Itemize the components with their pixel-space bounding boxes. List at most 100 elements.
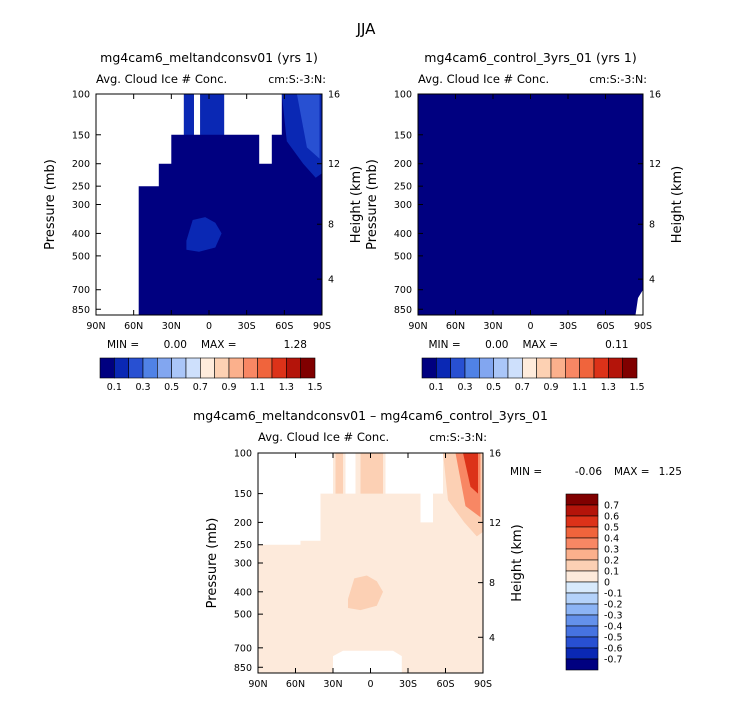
colorbar: 0.1 0.3 0.5 0.7 0.9 1.1 1.3 1.5 — [99, 357, 323, 393]
y-tick-label-right: 4 — [649, 275, 655, 286]
colorbar-swatch — [99, 357, 115, 379]
panel-subtitle-variable: Avg. Cloud Ice # Conc. — [96, 72, 227, 86]
colorbar-swatch — [185, 357, 201, 379]
y-tick-label: 500 — [394, 251, 412, 262]
colorbar-swatch — [464, 357, 480, 379]
x-tick-label: 60S — [436, 679, 454, 690]
colorbar-swatch — [565, 625, 599, 638]
x-tick-label: 90N — [86, 321, 105, 332]
colorbar-swatch — [243, 357, 258, 379]
colorbar-swatch — [450, 357, 466, 379]
y-axis-label-right: Height (km) — [349, 166, 364, 243]
panel-subtitle-variable: Avg. Cloud Ice # Conc. — [258, 430, 389, 444]
y-tick-label: 300 — [72, 200, 90, 211]
panel-title: mg4cam6_control_3yrs_01 (yrs 1) — [424, 50, 636, 65]
panel-title: mg4cam6_meltandconsv01 (yrs 1) — [100, 50, 318, 65]
panel-panel1: mg4cam6_meltandconsv01 (yrs 1) Avg. Cloud… — [43, 50, 364, 393]
contour-fields — [138, 94, 322, 315]
colorbar-label: 0.3 — [457, 382, 472, 393]
colorbar-swatch — [565, 357, 580, 379]
y-tick-label-right: 12 — [649, 159, 661, 170]
y-tick-label-right: 16 — [328, 90, 340, 101]
colorbar-swatch — [579, 357, 595, 379]
y-tick-label: 400 — [394, 229, 412, 240]
contour-region — [258, 453, 483, 673]
colorbar-label: 0.6 — [604, 512, 619, 523]
colorbar-label: 0.4 — [604, 534, 619, 545]
colorbar-swatch — [565, 515, 599, 528]
colorbar-label: 0.9 — [543, 382, 558, 393]
x-tick-label: 90N — [248, 679, 267, 690]
colorbar-label: 0.1 — [429, 382, 444, 393]
colorbar-label: 0.3 — [135, 382, 150, 393]
panel-subtitle-units: cm:S:-3:N: — [429, 431, 487, 444]
y-tick-label: 850 — [234, 663, 252, 674]
colorbar: 0.70.60.50.40.30.20.10-0.1-0.2-0.3-0.4-0… — [565, 493, 623, 671]
colorbar-swatch — [171, 357, 187, 379]
y-tick-label: 150 — [72, 130, 90, 141]
x-tick-label: 90S — [634, 321, 652, 332]
colorbar-swatch — [157, 357, 172, 379]
colorbar-label: 0.7 — [515, 382, 530, 393]
y-tick-label: 400 — [234, 587, 252, 598]
colorbar-label: 0.7 — [193, 382, 208, 393]
contour-fields — [418, 94, 643, 315]
x-tick-label: 60S — [596, 321, 614, 332]
contour-fields — [258, 453, 483, 673]
max-label: MAX = — [201, 339, 237, 351]
colorbar-swatch — [257, 357, 273, 379]
colorbar-label: -0.5 — [604, 633, 623, 644]
y-tick-label-right: 16 — [489, 449, 501, 460]
colorbar-label: 1.3 — [279, 382, 294, 393]
contour-region — [183, 94, 194, 135]
y-tick-label: 150 — [234, 489, 252, 500]
panel-subtitle-units: cm:S:-3:N: — [268, 73, 326, 86]
colorbar-swatch — [565, 504, 599, 517]
colorbar-swatch — [214, 357, 230, 379]
colorbar-label: -0.4 — [604, 622, 623, 633]
colorbar-swatch — [200, 357, 215, 379]
x-tick-label: 90S — [313, 321, 331, 332]
colorbar-swatch — [565, 592, 599, 605]
colorbar-swatch — [436, 357, 451, 379]
colorbar-label: -0.1 — [604, 589, 623, 600]
x-tick-label: 0 — [367, 679, 373, 690]
y-tick-label-right: 8 — [489, 578, 495, 589]
colorbar-label: 0.5 — [604, 523, 619, 534]
x-tick-label: 90N — [408, 321, 427, 332]
min-label: MIN = — [510, 466, 542, 478]
colorbar-swatch — [565, 559, 599, 572]
colorbar-swatch — [565, 537, 599, 550]
colorbar-label: 0.5 — [164, 382, 179, 393]
colorbar-swatch — [608, 357, 623, 379]
colorbar-swatch — [522, 357, 537, 379]
y-tick-label: 700 — [234, 643, 252, 654]
y-tick-label: 500 — [72, 251, 90, 262]
y-tick-label: 250 — [394, 182, 412, 193]
x-tick-label: 30N — [483, 321, 502, 332]
x-tick-label: 60S — [275, 321, 293, 332]
colorbar-swatch — [300, 357, 316, 379]
panel-subtitle-units: cm:S:-3:N: — [589, 73, 647, 86]
y-tick-label: 700 — [394, 285, 412, 296]
y-axis-label: Pressure (mb) — [205, 518, 220, 609]
colorbar-label: 1.5 — [307, 382, 322, 393]
colorbar-label: -0.7 — [604, 655, 623, 666]
colorbar-label: 1.5 — [629, 382, 644, 393]
y-tick-label: 100 — [234, 449, 252, 460]
y-tick-label: 850 — [394, 305, 412, 316]
y-tick-label: 300 — [394, 200, 412, 211]
x-tick-label: 0 — [206, 321, 212, 332]
y-tick-label: 150 — [394, 130, 412, 141]
panel-panel3: mg4cam6_meltandconsv01 – mg4cam6_control… — [193, 408, 682, 690]
colorbar-swatch — [114, 357, 129, 379]
colorbar-label: 0 — [604, 578, 610, 589]
max-value: 1.25 — [659, 466, 682, 478]
colorbar-swatch — [565, 493, 599, 506]
y-tick-label: 200 — [72, 159, 90, 170]
y-tick-label-right: 4 — [328, 275, 334, 286]
y-axis-label: Pressure (mb) — [43, 159, 58, 250]
y-tick-label: 700 — [72, 285, 90, 296]
x-tick-label: 60N — [124, 321, 143, 332]
colorbar-label: -0.2 — [604, 600, 623, 611]
